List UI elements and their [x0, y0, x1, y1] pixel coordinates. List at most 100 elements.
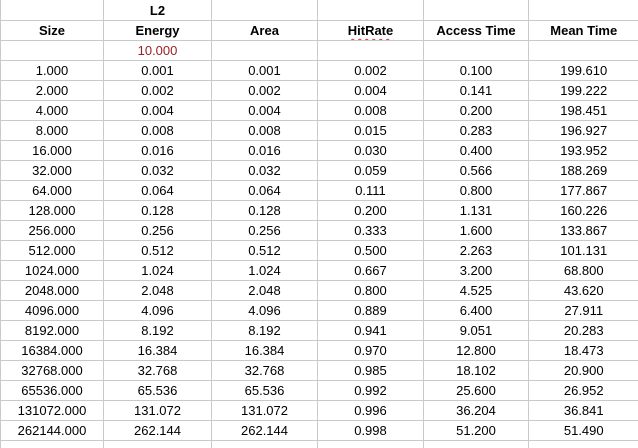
cell[interactable]: 1.024 — [211, 260, 318, 281]
cell[interactable]: 0.667 — [317, 260, 424, 281]
cell[interactable]: 0.004 — [103, 100, 212, 121]
cell[interactable]: 196.927 — [528, 120, 638, 141]
empty-cell[interactable] — [423, 440, 529, 448]
cell[interactable]: 4.525 — [423, 280, 529, 301]
cell[interactable]: 0.002 — [211, 80, 318, 101]
empty-cell[interactable] — [423, 0, 529, 21]
cell[interactable]: 18.102 — [423, 360, 529, 381]
cell[interactable]: 18.473 — [528, 340, 638, 361]
cell[interactable]: 2.048 — [103, 280, 212, 301]
cell[interactable]: 16384.000 — [0, 340, 104, 361]
cell[interactable]: 0.889 — [317, 300, 424, 321]
cell[interactable]: 4.096 — [211, 300, 318, 321]
column-header[interactable]: Energy — [103, 20, 212, 41]
cell[interactable]: 0.064 — [211, 180, 318, 201]
cell[interactable]: 262.144 — [103, 420, 212, 441]
cell[interactable]: 0.200 — [423, 100, 529, 121]
cell[interactable]: 0.001 — [211, 60, 318, 81]
cell[interactable]: 0.128 — [103, 200, 212, 221]
cell[interactable]: 0.100 — [423, 60, 529, 81]
cell[interactable]: 32.768 — [211, 360, 318, 381]
cell[interactable]: 0.200 — [317, 200, 424, 221]
cell[interactable]: 0.004 — [211, 100, 318, 121]
cell[interactable]: 0.996 — [317, 400, 424, 421]
cell[interactable]: 20.900 — [528, 360, 638, 381]
cell[interactable]: 262144.000 — [0, 420, 104, 441]
cell[interactable]: 4.096 — [103, 300, 212, 321]
cell[interactable]: 4096.000 — [0, 300, 104, 321]
cell[interactable]: 0.002 — [317, 60, 424, 81]
cell[interactable]: 0.016 — [103, 140, 212, 161]
cell[interactable]: 4.000 — [0, 100, 104, 121]
cell[interactable]: 0.004 — [317, 80, 424, 101]
cell[interactable]: 131072.000 — [0, 400, 104, 421]
empty-cell[interactable] — [317, 40, 424, 61]
cell[interactable]: 51.200 — [423, 420, 529, 441]
cell[interactable]: 0.941 — [317, 320, 424, 341]
cell[interactable]: 0.256 — [103, 220, 212, 241]
cell[interactable]: 198.451 — [528, 100, 638, 121]
empty-cell[interactable] — [103, 440, 212, 448]
cell[interactable]: 131.072 — [103, 400, 212, 421]
empty-cell[interactable] — [528, 40, 638, 61]
cell[interactable]: 1.600 — [423, 220, 529, 241]
cell[interactable]: 64.000 — [0, 180, 104, 201]
cell[interactable]: 0.032 — [103, 160, 212, 181]
empty-cell[interactable] — [211, 40, 318, 61]
cell[interactable]: 0.800 — [423, 180, 529, 201]
empty-cell[interactable] — [528, 440, 638, 448]
cell[interactable]: 0.992 — [317, 380, 424, 401]
cell[interactable]: 0.141 — [423, 80, 529, 101]
cell[interactable]: 1.024 — [103, 260, 212, 281]
cell[interactable]: 6.400 — [423, 300, 529, 321]
cell[interactable]: 2.000 — [0, 80, 104, 101]
cell[interactable]: 188.269 — [528, 160, 638, 181]
cell[interactable]: 0.002 — [103, 80, 212, 101]
cell[interactable]: 2.048 — [211, 280, 318, 301]
cell[interactable]: 26.952 — [528, 380, 638, 401]
cell[interactable]: 0.333 — [317, 220, 424, 241]
column-header[interactable]: Size — [0, 20, 104, 41]
cell[interactable]: 256.000 — [0, 220, 104, 241]
cell[interactable]: 0.400 — [423, 140, 529, 161]
empty-cell[interactable] — [0, 40, 104, 61]
cell[interactable]: 36.841 — [528, 400, 638, 421]
cell[interactable]: 65.536 — [211, 380, 318, 401]
cell[interactable]: 1024.000 — [0, 260, 104, 281]
cell[interactable]: 1.000 — [0, 60, 104, 81]
empty-cell[interactable] — [317, 0, 424, 21]
cell[interactable]: 25.600 — [423, 380, 529, 401]
cell[interactable]: 0.008 — [103, 120, 212, 141]
cell[interactable]: 0.016 — [211, 140, 318, 161]
empty-cell[interactable] — [211, 440, 318, 448]
cell[interactable]: 2.263 — [423, 240, 529, 261]
cell[interactable]: 0.512 — [103, 240, 212, 261]
cell[interactable]: 68.800 — [528, 260, 638, 281]
cell[interactable]: 0.256 — [211, 220, 318, 241]
cell[interactable]: 0.015 — [317, 120, 424, 141]
empty-cell[interactable] — [317, 440, 424, 448]
cell[interactable]: 0.128 — [211, 200, 318, 221]
cell[interactable]: 160.226 — [528, 200, 638, 221]
cell[interactable]: 8.000 — [0, 120, 104, 141]
highlighted-value-cell[interactable]: 10.000 — [103, 40, 212, 61]
column-header[interactable]: Access Time — [423, 20, 529, 41]
cell[interactable]: 0.566 — [423, 160, 529, 181]
cell[interactable]: 133.867 — [528, 220, 638, 241]
cell[interactable]: 32768.000 — [0, 360, 104, 381]
cell[interactable]: 0.059 — [317, 160, 424, 181]
cell[interactable]: 0.008 — [317, 100, 424, 121]
column-header[interactable]: Area — [211, 20, 318, 41]
cell[interactable]: 0.800 — [317, 280, 424, 301]
cell[interactable]: 0.512 — [211, 240, 318, 261]
column-header[interactable]: HitRate — [317, 20, 424, 41]
cell[interactable]: 512.000 — [0, 240, 104, 261]
cell[interactable]: 101.131 — [528, 240, 638, 261]
cell[interactable]: 0.111 — [317, 180, 424, 201]
cell[interactable]: 177.867 — [528, 180, 638, 201]
empty-cell[interactable] — [0, 440, 104, 448]
cell[interactable]: 131.072 — [211, 400, 318, 421]
cell[interactable]: 16.384 — [103, 340, 212, 361]
cell[interactable]: 9.051 — [423, 320, 529, 341]
cell[interactable]: 32.768 — [103, 360, 212, 381]
